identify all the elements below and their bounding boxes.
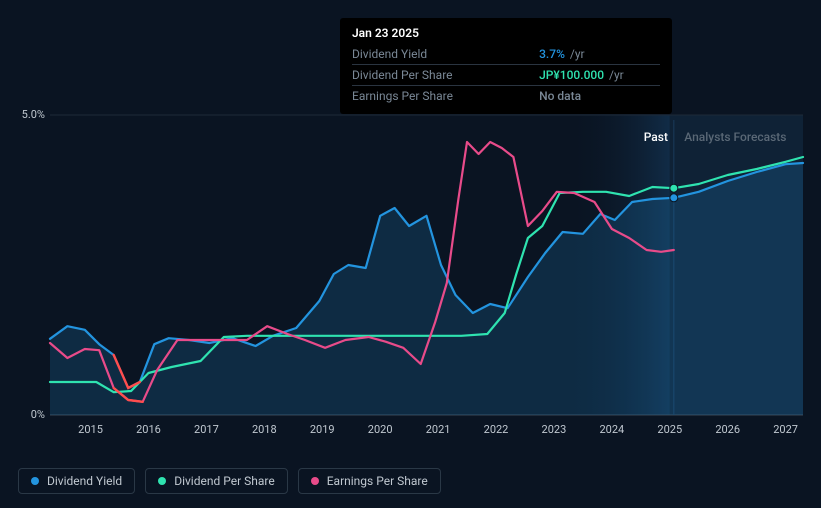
tooltip-row-value: 3.7% /yr — [539, 44, 660, 65]
chart-area[interactable]: 5.0% 0% 2015 2016 2017 2018 2019 2020 2021 2022 20… — [0, 100, 821, 450]
y-axis-tick: 0% — [31, 408, 45, 421]
y-axis-tick: 5.0% — [22, 108, 45, 121]
x-axis-tick: 2026 — [715, 423, 740, 436]
chart-tooltip: Jan 23 2025 Dividend Yield3.7% /yrDivide… — [340, 18, 672, 114]
x-axis-tick: 2017 — [194, 423, 219, 436]
x-axis-tick: 2022 — [484, 423, 509, 436]
past-label: Past — [644, 130, 668, 144]
legend-item[interactable]: Dividend Per Share — [145, 468, 288, 494]
x-axis-tick: 2027 — [773, 423, 798, 436]
tooltip-row-label: Earnings Per Share — [352, 86, 539, 107]
legend-dot-icon — [31, 477, 39, 485]
tooltip-row-value: No data — [539, 86, 660, 107]
x-axis-tick: 2016 — [136, 423, 161, 436]
legend: Dividend Yield Dividend Per Share Earnings… — [18, 468, 441, 494]
x-axis-tick: 2019 — [310, 423, 335, 436]
x-axis-tick: 2021 — [426, 423, 451, 436]
x-axis-tick: 2018 — [252, 423, 277, 436]
forecast-label: Analysts Forecasts — [684, 130, 786, 144]
legend-dot-icon — [311, 477, 319, 485]
x-axis-tick: 2025 — [657, 423, 682, 436]
x-axis-tick: 2015 — [78, 423, 103, 436]
tooltip-table: Dividend Yield3.7% /yrDividend Per Share… — [352, 44, 660, 106]
x-axis-tick: 2024 — [599, 423, 624, 436]
legend-dot-icon — [158, 477, 166, 485]
legend-label: Dividend Per Share — [174, 474, 275, 488]
x-axis-tick: 2023 — [542, 423, 567, 436]
legend-item[interactable]: Dividend Yield — [18, 468, 135, 494]
tooltip-row-value: JP¥100.000 /yr — [539, 65, 660, 86]
tooltip-row-label: Dividend Per Share — [352, 65, 539, 86]
chart-svg — [0, 100, 821, 450]
legend-label: Earnings Per Share — [327, 474, 428, 488]
tooltip-date: Jan 23 2025 — [352, 26, 660, 40]
tooltip-row-label: Dividend Yield — [352, 44, 539, 65]
x-axis-tick: 2020 — [368, 423, 393, 436]
legend-label: Dividend Yield — [47, 474, 122, 488]
chart-container: Jan 23 2025 Dividend Yield3.7% /yrDivide… — [0, 0, 821, 508]
legend-item[interactable]: Earnings Per Share — [298, 468, 441, 494]
